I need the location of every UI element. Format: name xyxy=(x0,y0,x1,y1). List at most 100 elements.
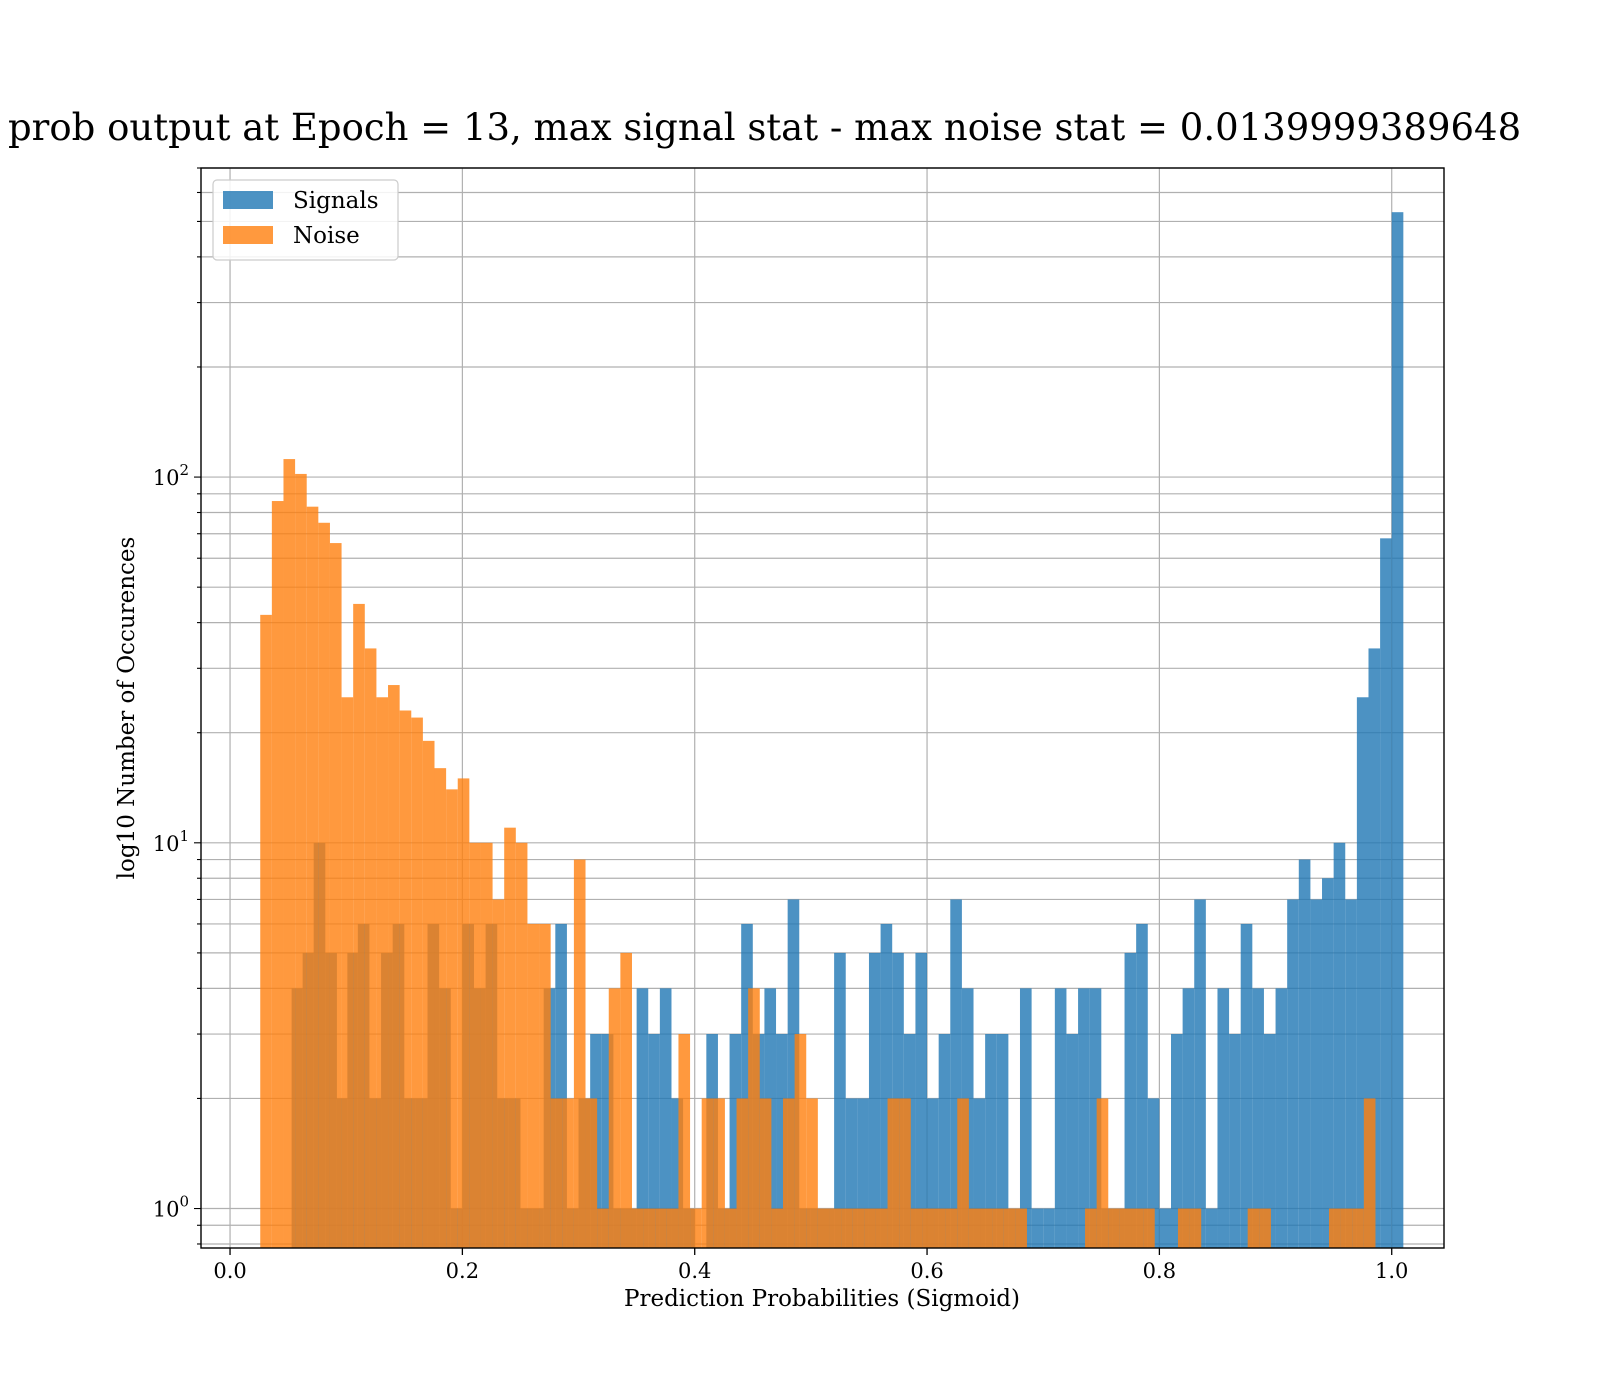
bar-noise xyxy=(608,988,621,1248)
bar-noise xyxy=(875,1208,888,1248)
bar-noise xyxy=(910,1208,923,1248)
bar-noise xyxy=(841,1208,853,1248)
plot-frame xyxy=(200,167,1445,1249)
bar-noise xyxy=(295,473,307,1248)
bar-noise xyxy=(1189,1208,1202,1248)
bar-noise xyxy=(980,1208,993,1248)
bar-noise xyxy=(364,648,377,1248)
bar-signals xyxy=(938,1034,951,1248)
bar-noise xyxy=(794,1034,807,1248)
bar-noise xyxy=(1096,1098,1109,1248)
bar-signals xyxy=(1019,988,1032,1248)
bar-signals xyxy=(1298,859,1311,1248)
bar-noise xyxy=(388,685,400,1248)
bar-noise xyxy=(469,842,481,1248)
bar-noise xyxy=(899,1098,911,1248)
bar-signals xyxy=(787,899,800,1248)
bar-noise xyxy=(678,1034,691,1248)
bar-signals xyxy=(636,988,649,1248)
bar-noise xyxy=(550,1098,563,1248)
bar-noise xyxy=(260,614,272,1248)
x-tick-label: 1.0 xyxy=(1375,1259,1408,1283)
bar-signals xyxy=(601,1034,614,1248)
bar-signals xyxy=(671,1098,684,1248)
bar-noise xyxy=(1119,1208,1132,1248)
bar-signals xyxy=(1333,842,1346,1248)
bar-noise xyxy=(434,768,447,1248)
bar-signals xyxy=(741,923,753,1248)
bar-signals xyxy=(1043,1208,1055,1248)
bar-noise xyxy=(411,717,423,1248)
bar-signals xyxy=(659,988,672,1248)
bar-noise xyxy=(283,459,296,1248)
bar-noise xyxy=(968,1208,981,1248)
bar-noise xyxy=(701,1098,714,1248)
bar-noise xyxy=(1015,1208,1027,1248)
bar-signals xyxy=(996,1034,1009,1248)
bar-signals xyxy=(1368,648,1381,1248)
y-tick-label: 102 xyxy=(153,461,189,490)
bar-noise xyxy=(771,1208,784,1248)
bar-noise xyxy=(643,1208,656,1248)
bar-noise xyxy=(934,1208,946,1248)
bar-noise xyxy=(1352,1208,1364,1248)
x-axis-label: Prediction Probabilities (Sigmoid) xyxy=(624,1286,1020,1312)
bar-signals xyxy=(1380,538,1392,1248)
bar-noise xyxy=(957,1098,969,1248)
bar-noise xyxy=(724,1208,737,1248)
bar-signals xyxy=(1310,899,1323,1248)
bar-noise xyxy=(992,1208,1004,1248)
legend-swatch-noise xyxy=(223,226,273,244)
bar-noise xyxy=(306,506,319,1248)
bar-noise xyxy=(515,842,528,1248)
bar-noise xyxy=(631,1208,644,1248)
bar-signals xyxy=(1356,697,1369,1248)
x-tick-label: 0.0 xyxy=(213,1259,246,1283)
bar-signals xyxy=(857,1098,869,1248)
bar-noise xyxy=(504,827,516,1248)
bar-noise xyxy=(759,1098,772,1248)
bar-signals xyxy=(776,1034,788,1248)
bar-noise xyxy=(376,697,389,1248)
bar-signals xyxy=(1136,923,1148,1248)
bar-noise xyxy=(480,842,493,1248)
bar-signals xyxy=(927,1098,939,1248)
bar-noise xyxy=(597,1208,609,1248)
bar-noise xyxy=(539,923,551,1248)
bar-signals xyxy=(1391,212,1404,1248)
legend-label-noise: Noise xyxy=(293,223,360,249)
bar-signals xyxy=(1263,1034,1276,1248)
bar-noise xyxy=(318,522,330,1248)
bar-noise xyxy=(457,778,470,1248)
bar-noise xyxy=(783,1098,795,1248)
bar-noise xyxy=(852,1208,865,1248)
bar-noise xyxy=(922,1208,935,1248)
bar-signals xyxy=(1275,988,1288,1248)
legend-swatch-signals xyxy=(223,191,273,209)
x-tick-label: 0.8 xyxy=(1143,1259,1176,1283)
x-tick-label: 0.4 xyxy=(678,1259,711,1283)
bar-signals xyxy=(915,952,928,1248)
bar-signals xyxy=(845,1098,858,1248)
bar-signals xyxy=(1054,988,1067,1248)
bar-noise xyxy=(829,1208,842,1248)
bar-signals xyxy=(1171,1034,1183,1248)
bar-noise xyxy=(817,1208,830,1248)
bar-noise xyxy=(1131,1208,1144,1248)
bar-signals xyxy=(1124,952,1137,1248)
bar-noise xyxy=(655,1208,667,1248)
bar-signals xyxy=(1147,1098,1160,1248)
bar-signals xyxy=(729,1034,742,1248)
bar-signals xyxy=(1089,988,1102,1248)
bar-noise xyxy=(329,543,342,1248)
bar-signals xyxy=(1217,988,1230,1248)
bar-noise xyxy=(620,952,632,1248)
bar-signals xyxy=(1031,1208,1044,1248)
legend-label-signals: Signals xyxy=(293,188,379,214)
bar-noise xyxy=(573,859,586,1248)
bar-signals xyxy=(1159,1208,1172,1248)
bar-noise xyxy=(864,1208,876,1248)
bar-signals xyxy=(1287,899,1299,1248)
x-tick-label: 0.2 xyxy=(446,1259,479,1283)
chart-title: prob output at Epoch = 13, max signal st… xyxy=(8,106,1521,149)
